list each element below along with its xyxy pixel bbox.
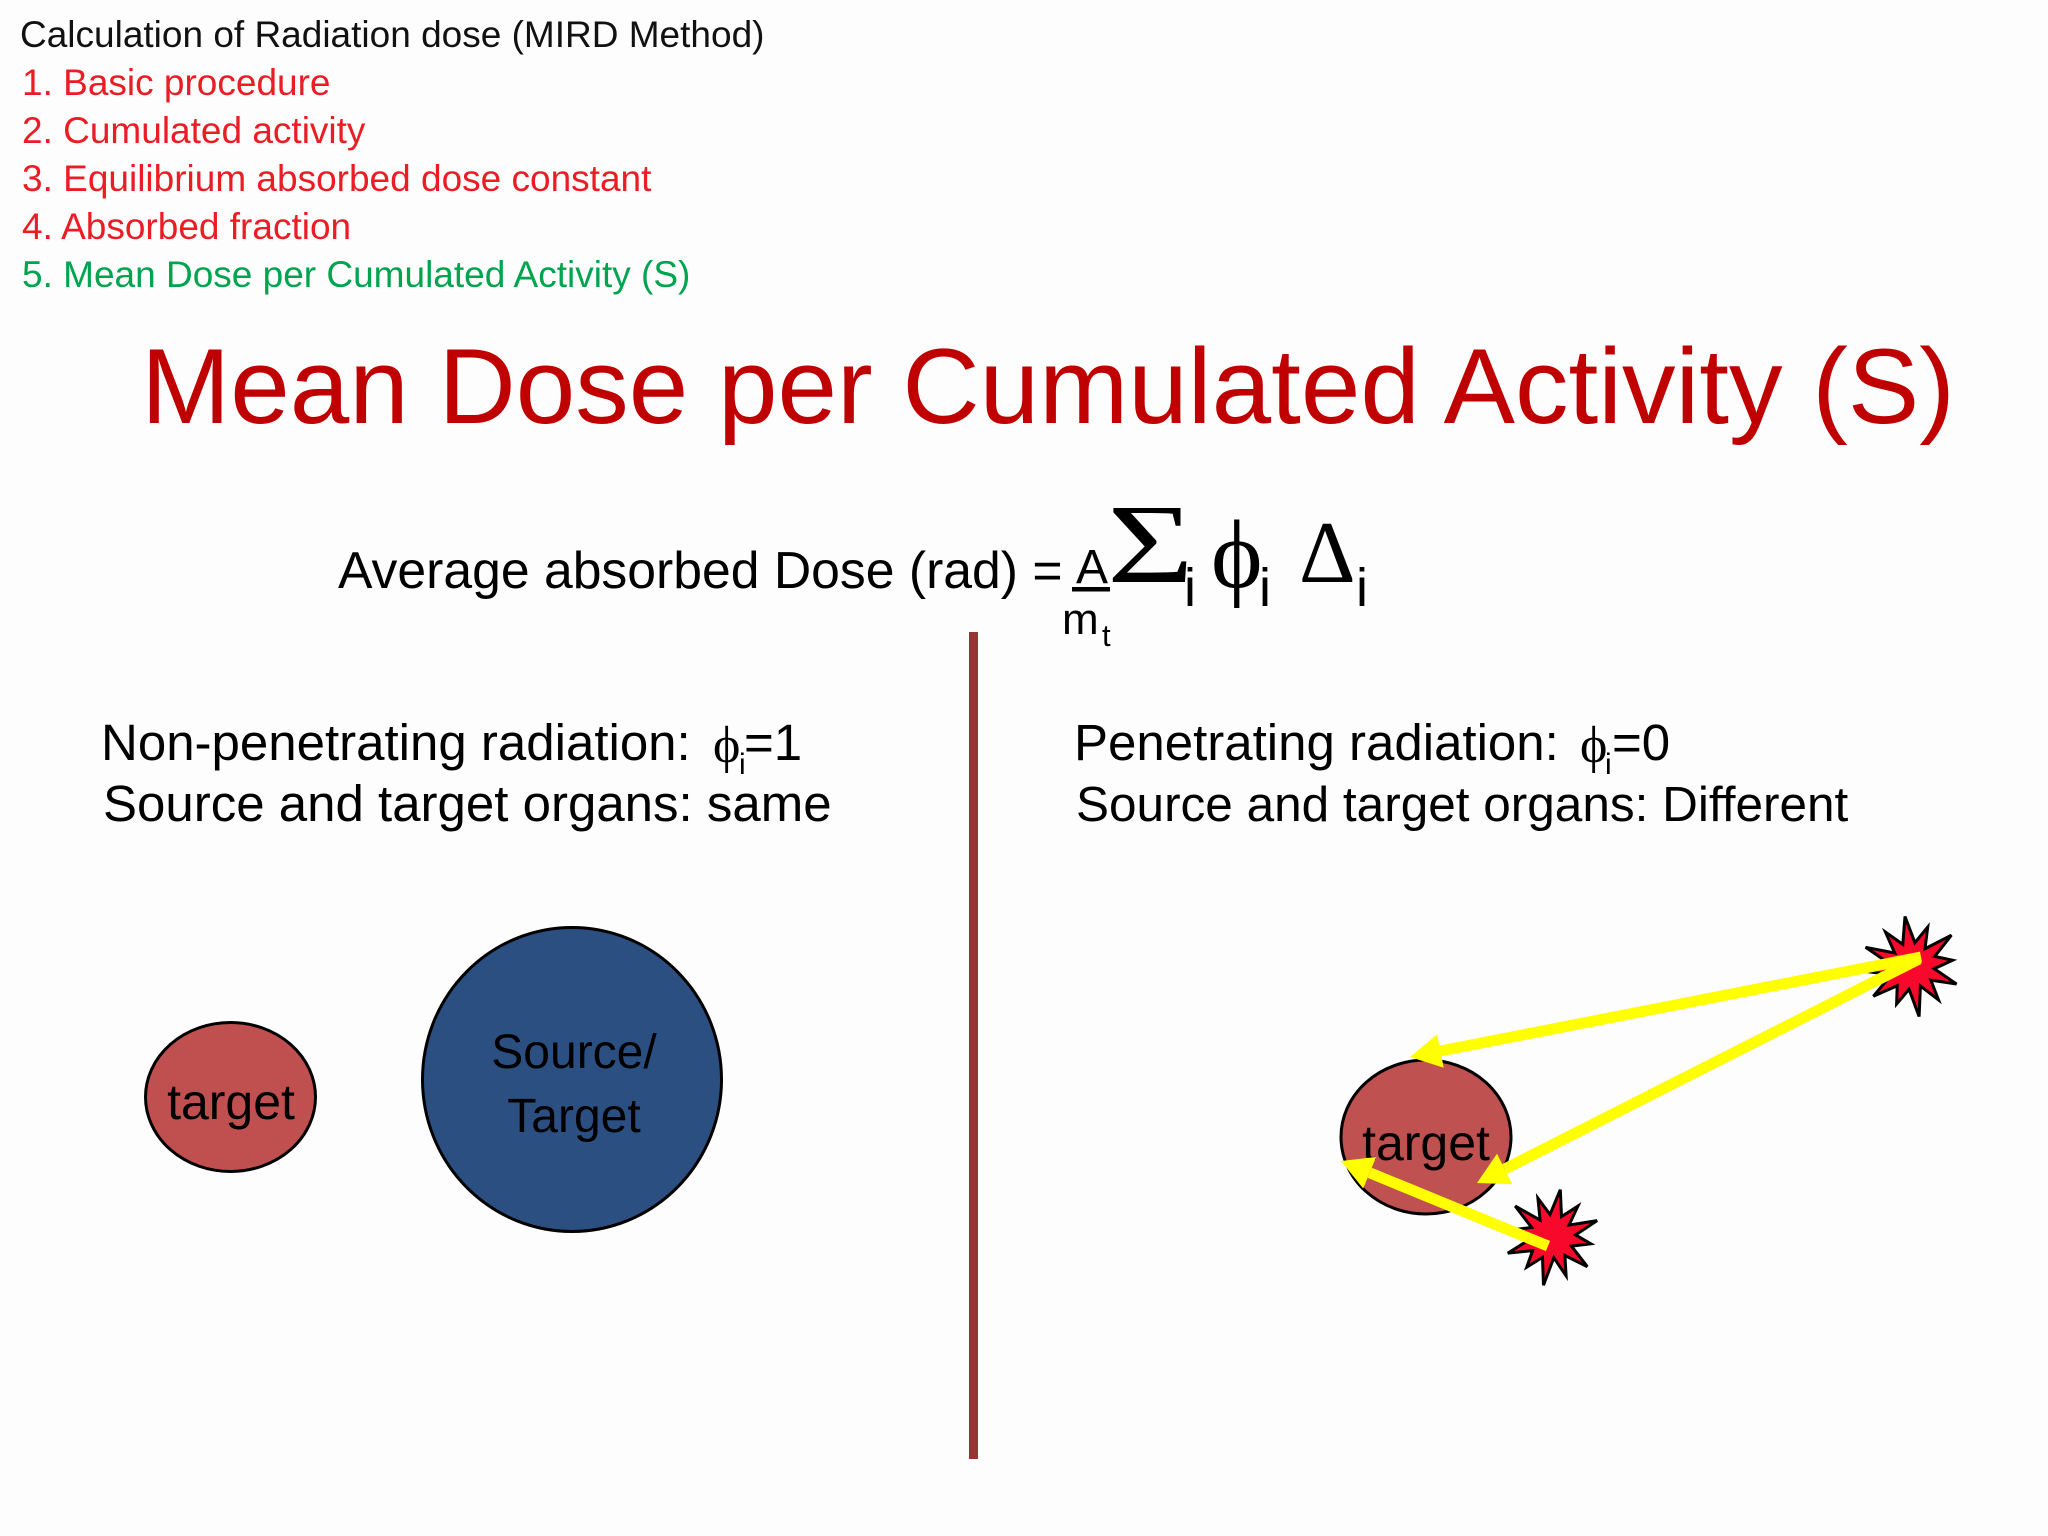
svg-text:ϕ: ϕ [1580,717,1607,774]
svg-text:3. Equilibrium absorbed dose c: 3. Equilibrium absorbed dose constant [22,158,652,199]
svg-text:1. Basic procedure: 1. Basic procedure [22,62,331,103]
svg-text:i: i [1605,748,1612,781]
svg-text:ϕ: ϕ [1211,501,1263,609]
svg-text:target: target [167,1074,295,1130]
svg-text:Penetrating radiation:: Penetrating radiation: [1074,714,1559,771]
svg-text:Non-penetrating radiation:: Non-penetrating radiation: [101,714,691,771]
svg-text:=1: =1 [744,714,802,771]
svg-text:ϕ: ϕ [713,717,740,774]
svg-text:Σ: Σ [1107,481,1194,607]
svg-text:i: i [1259,558,1271,618]
svg-text:A: A [1076,541,1108,594]
svg-text:i: i [1184,558,1196,618]
svg-text:Average absorbed Dose (rad) =: Average absorbed Dose (rad) = [338,541,1063,599]
svg-text:t: t [1102,618,1111,653]
svg-text:Target: Target [507,1090,640,1143]
svg-text:target: target [1362,1115,1490,1171]
svg-text:2. Cumulated activity: 2. Cumulated activity [22,110,366,151]
svg-text:i: i [739,748,746,781]
svg-text:Δ: Δ [1299,505,1356,602]
svg-text:4. Absorbed fraction: 4. Absorbed fraction [22,206,351,247]
svg-text:Source and target organs: Diff: Source and target organs: Different [1076,777,1849,832]
svg-text:Mean Dose per Cumulated Activi: Mean Dose per Cumulated Activity (S) [141,326,1955,446]
svg-text:Calculation of Radiation dose: Calculation of Radiation dose (MIRD Meth… [20,14,764,55]
svg-text:m: m [1062,595,1099,644]
svg-text:i: i [1356,558,1368,618]
svg-text:5. Mean Dose per Cumulated Act: 5. Mean Dose per Cumulated Activity (S) [22,254,690,295]
svg-text:Source/: Source/ [491,1026,657,1079]
svg-text:=0: =0 [1612,714,1670,771]
svg-text:Source and target organs: same: Source and target organs: same [103,775,832,832]
